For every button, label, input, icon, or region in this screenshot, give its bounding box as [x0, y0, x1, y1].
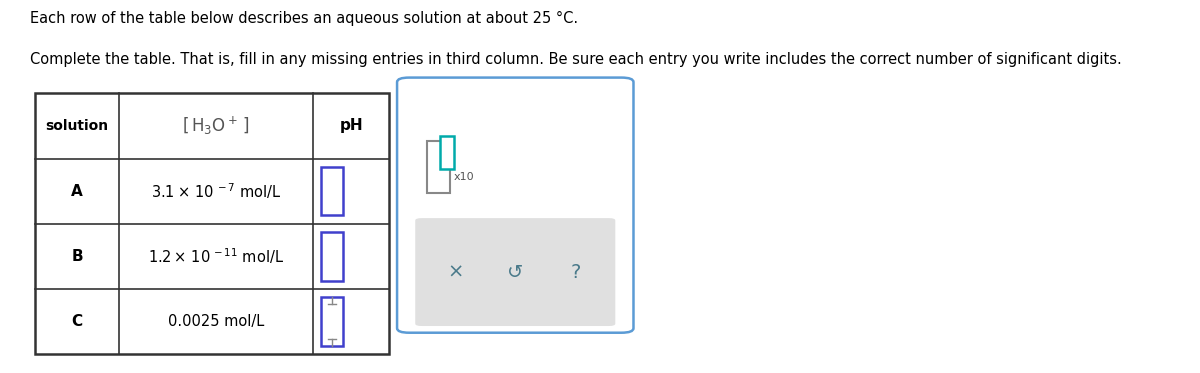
Text: x10: x10 [454, 172, 474, 182]
Bar [427, 141, 450, 193]
Text: ↺: ↺ [508, 263, 523, 282]
Text: $3.1 \times\, 10^{\,-7}$ mol/L: $3.1 \times\, 10^{\,-7}$ mol/L [151, 181, 281, 201]
Text: A: A [72, 184, 83, 199]
Text: pH: pH [340, 118, 362, 134]
Text: ?: ? [570, 263, 581, 282]
Text: Each row of the table below describes an aqueous solution at about 25 °C.: Each row of the table below describes an… [30, 11, 578, 26]
Text: C: C [72, 314, 83, 329]
Text: ×: × [446, 263, 463, 282]
Bar [320, 232, 343, 280]
Text: 0.0025 mol/L: 0.0025 mol/L [168, 314, 264, 329]
Text: $\left[\,\mathrm{H_3O^+}\,\right]$: $\left[\,\mathrm{H_3O^+}\,\right]$ [182, 115, 250, 137]
Text: Complete the table. That is, fill in any missing entries in third column. Be sur: Complete the table. That is, fill in any… [30, 52, 1122, 67]
Bar [320, 167, 343, 216]
Text: $1.2 \times\, 10^{\,-11}$ mol/L: $1.2 \times\, 10^{\,-11}$ mol/L [148, 247, 284, 266]
Text: B: B [72, 249, 83, 264]
Bar [35, 93, 389, 354]
FancyBboxPatch shape [397, 78, 634, 333]
Bar [320, 297, 343, 346]
FancyBboxPatch shape [415, 218, 616, 326]
Bar [439, 136, 454, 169]
Text: solution: solution [46, 119, 109, 133]
